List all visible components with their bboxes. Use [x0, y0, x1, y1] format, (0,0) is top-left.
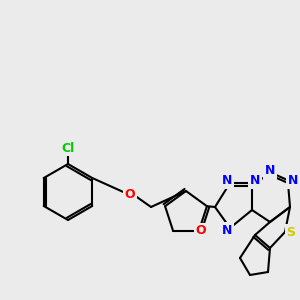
- Text: S: S: [286, 226, 296, 238]
- Text: N: N: [250, 175, 260, 188]
- Text: N: N: [288, 175, 298, 188]
- Text: O: O: [196, 224, 206, 237]
- Text: N: N: [222, 175, 232, 188]
- Text: N: N: [222, 224, 232, 236]
- Text: N: N: [265, 164, 275, 178]
- Text: O: O: [125, 188, 135, 202]
- Text: Cl: Cl: [61, 142, 75, 154]
